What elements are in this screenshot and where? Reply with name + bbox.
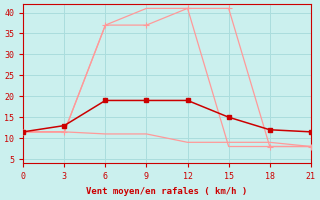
X-axis label: Vent moyen/en rafales ( km/h ): Vent moyen/en rafales ( km/h ) — [86, 187, 248, 196]
